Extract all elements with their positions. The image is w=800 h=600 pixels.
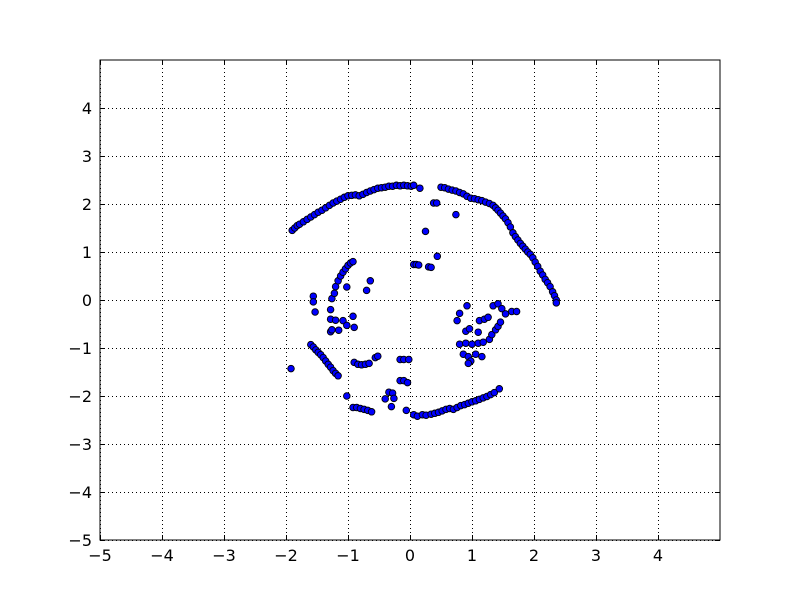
scatter-point — [495, 385, 504, 393]
scatter-point — [334, 372, 342, 380]
scatter-point — [343, 283, 351, 291]
scatter-point — [326, 305, 335, 314]
scatter-point — [402, 406, 411, 415]
scatter-point — [490, 388, 499, 397]
scatter-point — [343, 392, 351, 400]
x-tick-label: −5 — [88, 546, 112, 565]
scatter-point — [414, 261, 423, 269]
x-tick-label: −3 — [212, 546, 236, 565]
x-tick-label: 2 — [529, 546, 539, 565]
scatter-point — [349, 312, 357, 321]
scatter-point — [465, 325, 474, 333]
y-tick-labels: −5 −4 −3 −2 −1 0 1 2 3 4 — [68, 99, 92, 550]
scatter-point — [287, 364, 295, 373]
scatter-point — [455, 340, 464, 348]
scatter-point — [479, 338, 487, 346]
scatter-point — [362, 286, 371, 295]
data-points — [287, 181, 561, 420]
scatter-point — [512, 307, 521, 316]
grid — [100, 60, 720, 541]
scatter-point — [349, 257, 357, 266]
scatter-point — [390, 394, 398, 403]
y-tick-label: −2 — [68, 387, 92, 406]
scatter-point — [309, 298, 318, 306]
scatter-point — [409, 181, 418, 190]
scatter-point — [405, 355, 413, 364]
x-tick-label: 1 — [467, 546, 477, 565]
scatter-point — [334, 326, 343, 334]
scatter-point — [330, 289, 339, 298]
y-tick-label: 0 — [82, 291, 92, 310]
scatter-point — [462, 339, 470, 347]
y-tick-label: −5 — [68, 531, 92, 550]
scatter-point — [452, 210, 460, 219]
scatter-point — [403, 378, 412, 387]
y-tick-label: 4 — [82, 99, 92, 118]
scatter-point — [496, 318, 505, 326]
y-tick-label: 1 — [82, 243, 92, 262]
y-tick-label: 2 — [82, 195, 92, 214]
scatter-point — [366, 277, 375, 285]
plot-frame — [99, 59, 721, 541]
scatter-point — [367, 408, 376, 416]
x-tick-label: 4 — [653, 546, 663, 565]
x-tick-label: −4 — [150, 546, 174, 565]
scatter-point — [432, 199, 441, 207]
scatter-point — [494, 300, 502, 308]
scatter-point — [416, 184, 424, 192]
x-tick-labels: −5 −4 −3 −2 −1 0 1 2 3 4 — [88, 546, 663, 565]
scatter-point — [498, 304, 506, 313]
scatter-point — [468, 340, 476, 348]
scatter-point — [474, 328, 482, 336]
x-tick-label: −2 — [274, 546, 298, 565]
scatter-point — [488, 330, 496, 339]
scatter-point — [484, 313, 492, 322]
scatter-point — [365, 359, 373, 368]
y-tick-label: 3 — [82, 147, 92, 166]
x-tick-label: −1 — [336, 546, 360, 565]
scatter-point — [478, 352, 486, 361]
scatter-point — [455, 309, 464, 318]
scatter-point — [453, 316, 461, 325]
y-tick-label: −1 — [68, 339, 92, 358]
scatter-point — [433, 252, 442, 261]
scatter-point — [501, 310, 510, 318]
scatter-point — [552, 299, 561, 307]
scatter-point — [328, 326, 336, 334]
scatter-point — [471, 350, 480, 358]
scatter-point — [374, 352, 382, 360]
scatter-point — [463, 302, 471, 310]
scatter-point — [421, 227, 430, 236]
y-tick-label: −4 — [68, 483, 92, 502]
x-tick-label: 3 — [591, 546, 601, 565]
y-tick-label: −3 — [68, 435, 92, 454]
scatter-point — [350, 323, 358, 332]
scatter-point — [427, 263, 435, 272]
scatter-point — [464, 359, 473, 368]
scatter-point — [331, 316, 340, 324]
x-tick-label: 0 — [405, 546, 415, 565]
scatter-point — [381, 395, 389, 403]
scatter-point — [343, 321, 351, 330]
scatter-point — [311, 308, 319, 316]
scatter-point — [339, 316, 347, 325]
scatter-point — [387, 402, 396, 411]
